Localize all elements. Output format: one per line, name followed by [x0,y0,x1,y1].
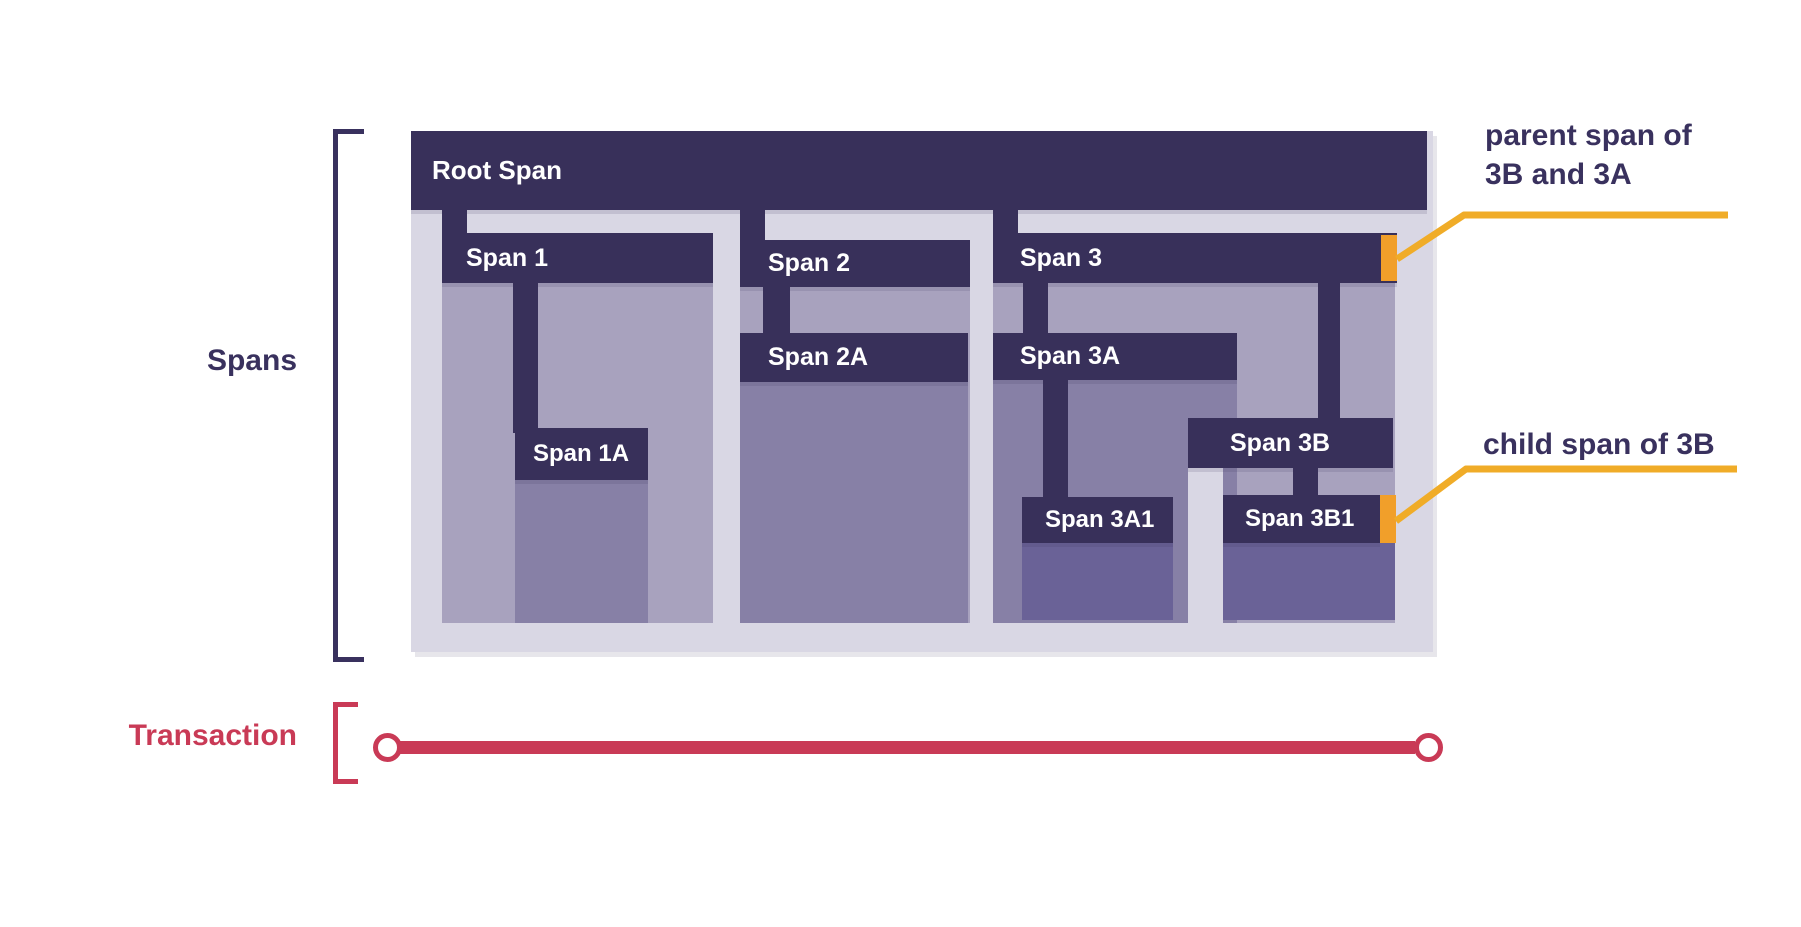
parent-annotation-leader-line [1395,211,1728,262]
root-span-label: Root Span [432,155,562,185]
span1a-label: Span 1A [533,440,630,467]
transaction-bracket [333,702,358,784]
connector-span2-to-span2a [763,287,790,337]
span3b-bar: Span 3B [1188,418,1393,468]
connector-span1-to-span1a [513,283,538,433]
span2a-bar: Span 2A [740,333,968,382]
span1a-duration-fill [515,480,648,623]
connector-span3-to-span3b [1318,283,1340,420]
connector-root-to-span2 [740,208,765,244]
span3a1-label: Span 3A1 [1045,506,1155,533]
connector-span3-to-span3a [1023,283,1048,337]
span3-parent-marker [1381,235,1397,281]
spans-bracket [333,129,364,662]
span2-bar: Span 2 [740,240,970,287]
transaction-end-circle-icon [1414,733,1443,762]
transaction-label: Transaction [128,719,297,752]
parent-span-annotation: parent span of 3B and 3A [1485,116,1692,194]
span3b1-child-marker [1380,495,1396,543]
span3-label: Span 3 [1020,244,1102,272]
span3b-left-gap [1188,468,1223,623]
span3b-label: Span 3B [1230,429,1331,457]
span3a-label: Span 3A [1020,342,1121,370]
parent-span-annotation-line2: 3B and 3A [1485,158,1632,191]
span1-bar: Span 1 [442,233,713,283]
span3-bar: Span 3 [993,233,1397,283]
span3b1-label: Span 3B1 [1245,505,1355,532]
transaction-start-circle-icon [373,733,402,762]
root-span-bar: Root Span [411,131,1427,210]
connector-span3a-to-span3a1 [1043,380,1068,499]
child-annotation-leader-line [1393,465,1737,524]
connector-root-to-span3 [993,208,1018,237]
span3b1-duration-fill [1223,543,1395,620]
span2a-label: Span 2A [768,343,869,371]
transaction-timeline [400,741,1415,754]
span3a-bar: Span 3A [993,333,1237,380]
connector-span3b-to-span3b1 [1293,468,1318,498]
span1a-bar: Span 1A [515,428,648,480]
span3a1-duration-fill [1022,543,1173,620]
span3a1-bar: Span 3A1 [1022,497,1173,543]
span2-label: Span 2 [768,249,850,277]
span2a-duration-fill [740,382,968,623]
parent-span-annotation-line1: parent span of [1485,119,1692,152]
child-span-annotation: child span of 3B [1483,428,1715,461]
span1-label: Span 1 [466,244,548,272]
spans-label: Spans [206,344,297,377]
span3b1-bar: Span 3B1 [1223,495,1380,543]
